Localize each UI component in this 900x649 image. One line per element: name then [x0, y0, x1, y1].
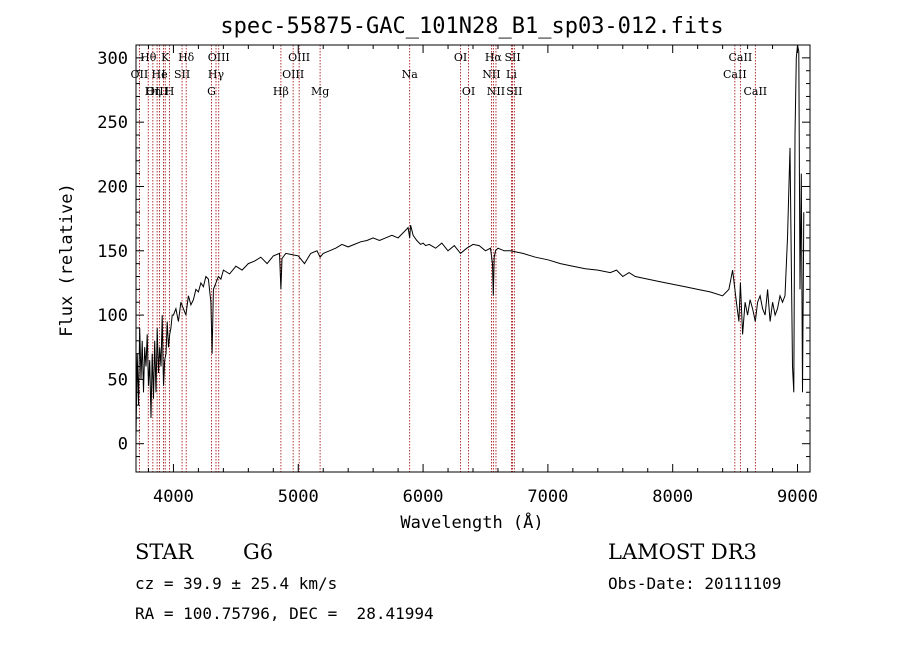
- emission-line-label: SII: [174, 68, 190, 81]
- x-axis-label: Wavelength (Å): [400, 511, 543, 533]
- y-axis: 0 50 100 150 200 250 300: [97, 44, 810, 458]
- x-axis: 4000 5000 6000 7000 8000 9000: [147, 45, 818, 507]
- x-tick-label: 5000: [278, 487, 319, 507]
- coordinates: RA = 100.75796, DEC = 28.41994: [135, 604, 434, 623]
- emission-line-label: NII: [482, 68, 500, 81]
- emission-line-label: Li: [506, 68, 517, 81]
- redshift-cz: cz = 39.9 ± 25.4 km/s: [135, 574, 338, 593]
- emission-line-label: Hγ: [208, 68, 225, 81]
- emission-line-label: OIII: [146, 85, 168, 98]
- y-axis-label: Flux (relative): [57, 183, 77, 337]
- x-tick-label: 7000: [527, 487, 568, 507]
- emission-line-label: Mg: [311, 85, 329, 98]
- x-tick-label: 8000: [652, 487, 693, 507]
- subclass: G6: [243, 540, 274, 564]
- emission-line-label: Hα: [485, 51, 503, 64]
- emission-line-label: OII: [131, 68, 149, 81]
- emission-line-label: Hθ: [140, 51, 157, 64]
- emission-line-label: OIII: [282, 68, 304, 81]
- object-type: STAR: [135, 540, 194, 564]
- emission-line-labels: Hθ OII OIII He Hη K HI SII Hδ OIII Hγ G Hβ OIII OIII Mg…: [131, 51, 768, 98]
- emission-line-label: H: [165, 85, 175, 98]
- emission-line-label: CaII: [729, 51, 753, 64]
- y-tick-label: 200: [97, 177, 128, 197]
- y-tick-label: 300: [97, 49, 128, 69]
- x-tick-label: 9000: [777, 487, 818, 507]
- emission-line-markers: [138, 45, 756, 472]
- emission-line-label: He: [152, 68, 168, 81]
- emission-line-label: OI: [454, 51, 467, 64]
- emission-line-label: CaII: [743, 85, 767, 98]
- x-tick-label: 6000: [403, 487, 444, 507]
- survey-name: LAMOST DR3: [608, 540, 757, 564]
- emission-line-label: I: [161, 68, 165, 81]
- x-tick-label: 4000: [153, 487, 194, 507]
- spectrum-line: [135, 44, 805, 438]
- y-tick-label: 100: [97, 306, 128, 326]
- y-tick-label: 250: [97, 113, 128, 133]
- emission-line-label: Hβ: [273, 85, 289, 98]
- y-tick-label: 0: [118, 435, 128, 455]
- y-tick-label: 50: [108, 370, 128, 390]
- emission-line-label: CaII: [723, 68, 747, 81]
- plot-frame: [135, 44, 811, 473]
- emission-line-label: Na: [402, 68, 419, 81]
- obs-date: Obs-Date: 20111109: [608, 574, 782, 593]
- emission-line-label: OI: [462, 85, 475, 98]
- emission-line-label: OIII: [208, 51, 230, 64]
- emission-line-label: SII: [506, 85, 522, 98]
- emission-line-label: NII: [487, 85, 505, 98]
- chart-title: spec-55875-GAC_101N28_B1_sp03-012.fits: [220, 14, 723, 39]
- emission-line-label: Hη: [145, 85, 161, 98]
- emission-line-label: K: [161, 51, 170, 64]
- emission-line-label: Hδ: [178, 51, 195, 64]
- y-tick-label: 150: [97, 242, 128, 262]
- emission-line-label: OIII: [288, 51, 310, 64]
- emission-line-label: G: [207, 85, 216, 98]
- emission-line-label: SII: [504, 51, 520, 64]
